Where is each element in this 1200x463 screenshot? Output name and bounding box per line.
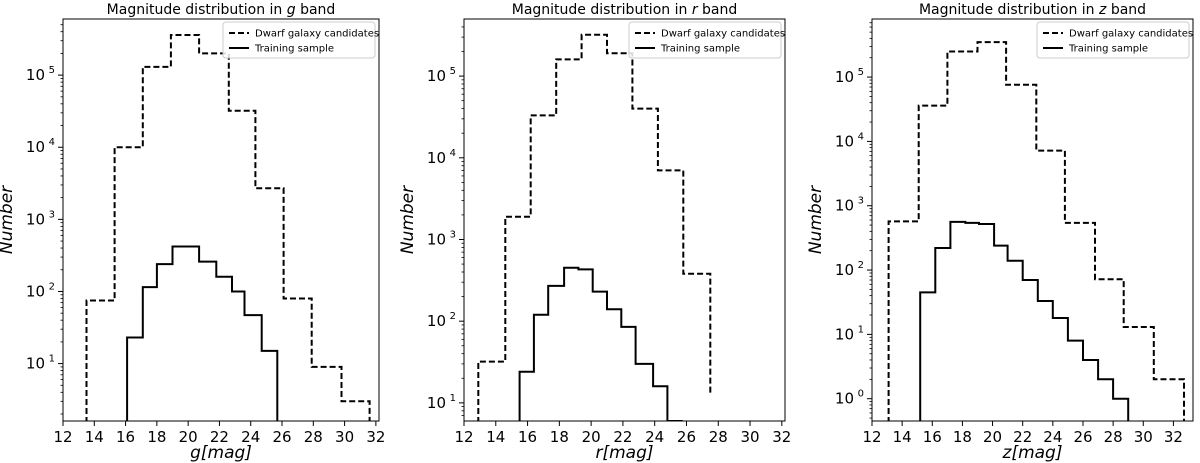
x-tick-label: 22 — [613, 428, 632, 446]
x-tick-label: 20 — [179, 428, 198, 446]
x-tick-label: 14 — [893, 428, 912, 446]
y-tick-label: 10 — [427, 312, 446, 330]
legend-box — [222, 21, 376, 59]
y-tick-label: 10 — [835, 68, 854, 86]
x-tick-label: 16 — [518, 428, 537, 446]
training-sample-histogram — [518, 266, 683, 421]
x-tick-label: 24 — [1043, 428, 1062, 446]
y-tick-exponent: 1 — [450, 393, 456, 404]
x-tick-label: 24 — [241, 428, 260, 446]
panel-r-band: 12 14 16 18 20 22 24 26 28 30 32 10 1 10 2 10 3 10 4 10 5 Mag… — [398, 2, 791, 463]
x-tick-label: 14 — [486, 428, 505, 446]
y-tick-label: 10 — [26, 282, 45, 300]
y-tick-exponent: 3 — [450, 229, 456, 240]
y-tick-label: 10 — [26, 210, 45, 228]
x-tick-label: 12 — [454, 428, 473, 446]
legend-label: Training sample — [660, 44, 740, 55]
chart-title: Magnitude distribution in r band — [512, 2, 738, 18]
dwarf-candidates-histogram — [477, 33, 712, 421]
training-sample-histogram — [919, 220, 1130, 421]
x-tick-label: 16 — [923, 428, 942, 446]
y-tick-exponent: 4 — [49, 137, 55, 148]
x-tick-label: 22 — [1013, 428, 1032, 446]
x-tick-label: 28 — [304, 428, 323, 446]
y-tick-label: 10 — [427, 394, 446, 412]
y-tick-exponent: 1 — [858, 324, 864, 335]
y-axis-label: Number — [398, 185, 418, 254]
legend-label: Training sample — [1068, 44, 1148, 55]
y-tick-label: 10 — [26, 138, 45, 156]
x-axis-label: z[mag] — [1002, 443, 1063, 463]
y-tick-exponent: 2 — [858, 260, 864, 271]
y-tick-exponent: 1 — [49, 354, 55, 365]
legend-label: Training sample — [254, 44, 334, 55]
y-tick-label: 10 — [26, 66, 45, 84]
y-axis-label: Number — [0, 185, 17, 254]
y-tick-exponent: 5 — [450, 66, 456, 77]
x-tick-label: 12 — [862, 428, 881, 446]
legend: Dwarf galaxy candidates Training sample — [222, 21, 379, 59]
x-tick-label: 28 — [709, 428, 728, 446]
y-tick-exponent: 4 — [450, 148, 456, 159]
x-tick-label: 20 — [983, 428, 1002, 446]
y-tick-label: 10 — [835, 261, 854, 279]
chart-title: Magnitude distribution in z band — [919, 2, 1146, 18]
x-tick-label: 32 — [366, 428, 385, 446]
x-tick-label: 30 — [1134, 428, 1153, 446]
x-axis-label: r[mag] — [595, 443, 653, 463]
y-tick-label: 10 — [427, 67, 446, 85]
axes-frame — [463, 18, 786, 422]
legend-box — [1036, 21, 1190, 59]
dwarf-candidates-histogram — [85, 34, 371, 421]
x-tick-label: 26 — [272, 428, 291, 446]
x-tick-label: 24 — [645, 428, 664, 446]
x-tick-label: 16 — [116, 428, 135, 446]
y-tick-exponent: 4 — [858, 131, 864, 142]
axes-frame — [62, 18, 380, 422]
y-axis-label: Number — [806, 185, 826, 254]
legend-label: Dwarf galaxy candidates — [1069, 29, 1193, 40]
legend-box — [628, 21, 782, 59]
legend-label: Dwarf galaxy candidates — [255, 29, 379, 40]
legend-label: Dwarf galaxy candidates — [661, 29, 785, 40]
x-axis-label: g[mag] — [190, 443, 252, 463]
x-tick-label: 18 — [953, 428, 972, 446]
x-tick-label: 30 — [740, 428, 759, 446]
y-tick-label: 10 — [835, 390, 854, 408]
y-tick-exponent: 2 — [49, 281, 55, 292]
x-tick-label: 20 — [582, 428, 601, 446]
x-tick-label: 30 — [335, 428, 354, 446]
y-tick-label: 10 — [26, 355, 45, 373]
training-sample-histogram — [126, 245, 279, 421]
y-tick-exponent: 2 — [450, 311, 456, 322]
y-tick-exponent: 0 — [858, 389, 864, 400]
y-tick-exponent: 5 — [49, 65, 55, 76]
legend: Dwarf galaxy candidates Training sample — [628, 21, 785, 59]
dwarf-candidates-histogram — [887, 41, 1185, 421]
x-tick-label: 26 — [677, 428, 696, 446]
legend: Dwarf galaxy candidates Training sample — [1036, 21, 1193, 59]
y-tick-label: 10 — [835, 325, 854, 343]
x-tick-label: 26 — [1073, 428, 1092, 446]
panel-z-band: 12 14 16 18 20 22 24 26 28 30 32 10 0 10 1 10 2 10 3 10 4 10 5… — [806, 2, 1194, 463]
x-tick-label: 12 — [53, 428, 72, 446]
y-tick-label: 10 — [835, 132, 854, 150]
y-tick-label: 10 — [427, 149, 446, 167]
x-tick-label: 22 — [210, 428, 229, 446]
y-tick-label: 10 — [835, 197, 854, 215]
chart-title: Magnitude distribution in g band — [107, 2, 336, 18]
y-tick-exponent: 3 — [49, 209, 55, 220]
x-tick-label: 32 — [1164, 428, 1183, 446]
x-tick-label: 14 — [85, 428, 104, 446]
y-tick-exponent: 5 — [858, 67, 864, 78]
panel-g-band: 12 14 16 18 20 22 24 26 28 30 32 10 1 10 2 10 3 10 4 10 5 Mag… — [0, 2, 385, 463]
x-tick-label: 18 — [550, 428, 569, 446]
x-tick-label: 28 — [1104, 428, 1123, 446]
y-tick-label: 10 — [427, 230, 446, 248]
y-tick-exponent: 3 — [858, 196, 864, 207]
x-tick-label: 18 — [147, 428, 166, 446]
x-tick-label: 32 — [772, 428, 791, 446]
